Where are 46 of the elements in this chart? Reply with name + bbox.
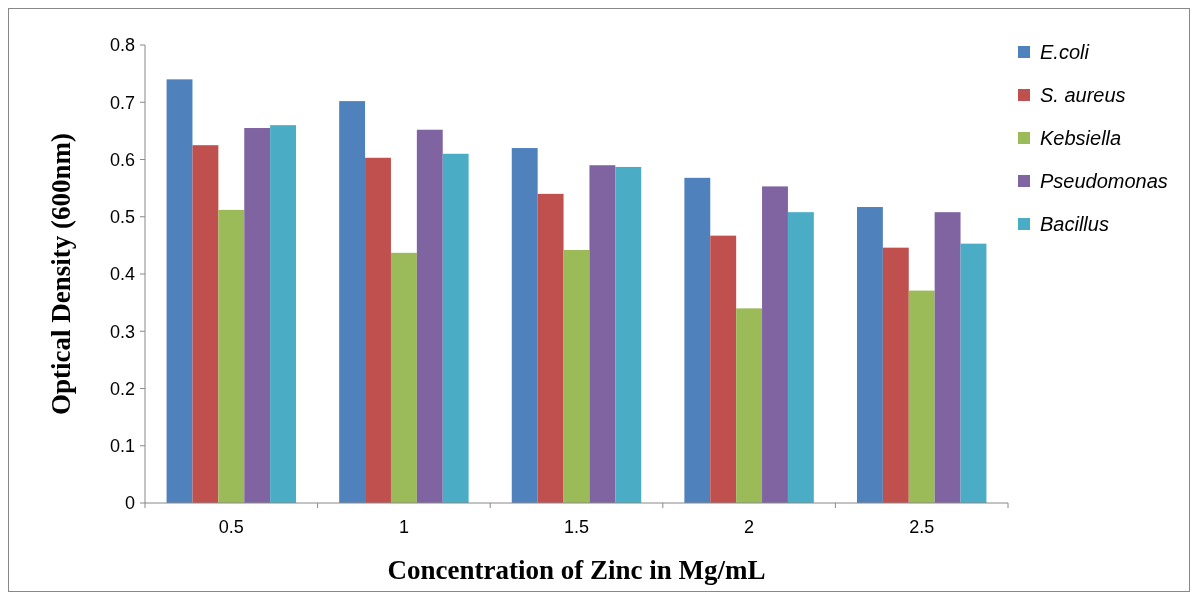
bar xyxy=(856,207,883,503)
x-tick-label: 2.5 xyxy=(909,517,935,537)
bar xyxy=(762,186,788,503)
bar xyxy=(882,247,909,503)
y-tick-label: 0.2 xyxy=(109,378,135,399)
x-tick-label: 1.5 xyxy=(563,517,590,537)
bar xyxy=(416,129,443,503)
bar xyxy=(218,209,245,503)
bar xyxy=(934,212,961,503)
bar xyxy=(615,166,642,503)
bar xyxy=(365,157,391,503)
bar xyxy=(787,212,814,503)
legend-label: Bacillus xyxy=(1040,213,1109,235)
bar xyxy=(960,243,987,503)
bar xyxy=(166,79,193,503)
y-axis-title: Optical Density (600nm) xyxy=(46,133,76,415)
bar xyxy=(339,101,366,503)
x-tick-label: 2 xyxy=(744,517,755,537)
bar xyxy=(270,125,297,503)
y-tick-label: 0.7 xyxy=(109,92,135,113)
bar xyxy=(684,177,711,503)
y-tick-label: 0.1 xyxy=(109,436,135,457)
y-tick-label: 0.4 xyxy=(109,264,135,285)
y-tick-label: 0 xyxy=(124,493,135,514)
bar xyxy=(192,145,219,503)
x-axis-title: Concentration of Zinc in Mg/mL xyxy=(387,555,766,585)
bar xyxy=(537,193,564,503)
bar xyxy=(442,153,469,503)
y-tick-label: 0.3 xyxy=(109,321,135,342)
bar xyxy=(244,128,271,503)
bar xyxy=(736,308,763,503)
legend-label: S. aureus xyxy=(1040,84,1126,106)
bar xyxy=(563,249,590,503)
bar xyxy=(908,290,935,503)
y-tick-label: 0.6 xyxy=(109,149,135,170)
bar xyxy=(710,235,737,503)
legend-label: Pseudomonas xyxy=(1040,170,1168,192)
x-tick-label: 1 xyxy=(398,517,409,537)
bar xyxy=(511,148,538,503)
legend-label: Kebsiella xyxy=(1040,127,1122,149)
y-tick-label: 0.5 xyxy=(109,207,135,228)
legend-label: E.coli xyxy=(1040,41,1090,63)
bar xyxy=(390,252,417,503)
x-tick-label: 0.5 xyxy=(218,517,244,537)
y-tick-label: 0.8 xyxy=(109,35,135,56)
bar xyxy=(589,165,616,503)
